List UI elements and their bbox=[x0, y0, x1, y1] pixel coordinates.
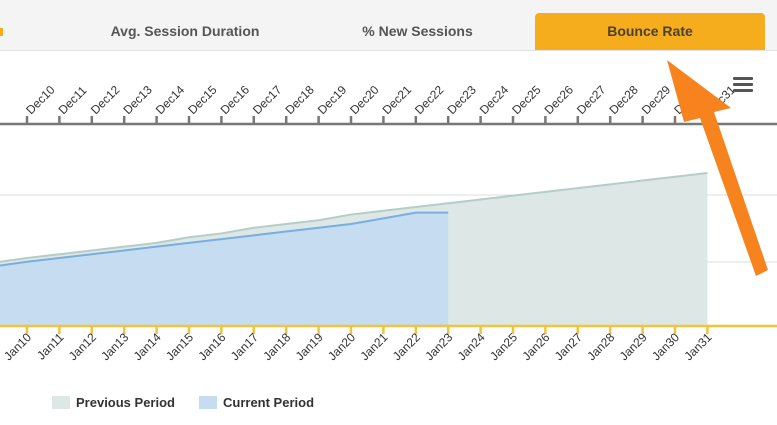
bottom-axis-tick-label: Jan31 bbox=[681, 330, 714, 363]
tab-bounce-rate[interactable]: Bounce Rate bbox=[535, 13, 765, 50]
bottom-axis-tick-label: Jan26 bbox=[519, 330, 552, 363]
legend-item-previous-period[interactable]: Previous Period bbox=[52, 393, 175, 411]
bottom-axis-tick-label: Jan24 bbox=[455, 330, 488, 363]
bottom-axis-tick-label: Jan21 bbox=[357, 330, 390, 363]
bottom-axis-tick-label: Jan27 bbox=[552, 330, 585, 363]
tab-bar: Avg. Session Duration % New Sessions Bou… bbox=[0, 0, 777, 51]
bounce-rate-chart: Dec10Dec11Dec12Dec13Dec14Dec15Dec16Dec17… bbox=[0, 82, 777, 363]
top-axis-tick-label: Dec26 bbox=[542, 82, 577, 117]
top-axis-tick-label: Dec24 bbox=[477, 82, 512, 117]
bottom-axis-tick-label: Jan15 bbox=[163, 330, 196, 363]
legend-swatch-current bbox=[199, 395, 217, 409]
top-axis-tick-label: Dec28 bbox=[606, 82, 641, 117]
top-axis-tick-label: Dec16 bbox=[218, 82, 253, 117]
top-axis-tick-label: Dec22 bbox=[412, 82, 447, 117]
tab-new-sessions[interactable]: % New Sessions bbox=[362, 23, 473, 39]
hamburger-menu-icon[interactable] bbox=[733, 77, 753, 93]
bottom-axis-tick-label: Jan10 bbox=[1, 330, 34, 363]
bottom-axis-tick-label: Jan11 bbox=[34, 330, 67, 363]
bottom-axis-tick-label: Jan14 bbox=[131, 330, 164, 363]
top-axis-tick-label: Dec29 bbox=[639, 82, 674, 117]
top-axis-tick-label: Dec14 bbox=[153, 82, 188, 117]
bottom-axis-tick-label: Jan22 bbox=[390, 330, 423, 363]
top-axis-tick-label: Dec17 bbox=[250, 82, 285, 117]
tab-avg-session-duration[interactable]: Avg. Session Duration bbox=[110, 23, 260, 39]
legend-label-previous: Previous Period bbox=[76, 394, 175, 410]
top-axis-tick-label: Dec30 bbox=[671, 82, 706, 117]
bottom-axis-tick-label: Jan17 bbox=[228, 330, 261, 363]
partial-tab-edge[interactable] bbox=[0, 28, 3, 36]
top-axis-tick-label: Dec10 bbox=[23, 82, 58, 117]
bottom-axis-tick-label: Jan13 bbox=[98, 330, 131, 363]
top-axis-tick-label: Dec15 bbox=[185, 82, 220, 117]
top-axis-tick-label: Dec11 bbox=[56, 83, 90, 117]
bottom-axis-tick-label: Jan19 bbox=[293, 330, 326, 363]
bottom-axis-tick-label: Jan28 bbox=[584, 330, 617, 363]
bottom-axis-tick-label: Jan30 bbox=[649, 330, 682, 363]
bottom-axis-tick-label: Jan12 bbox=[66, 330, 99, 363]
top-axis-tick-label: Dec23 bbox=[444, 82, 479, 117]
previous-period-line bbox=[0, 172, 708, 263]
top-axis-tick-label: Dec27 bbox=[574, 82, 609, 117]
legend-item-current-period[interactable]: Current Period bbox=[199, 393, 314, 411]
bottom-axis-tick-label: Jan23 bbox=[422, 330, 455, 363]
current-period-area bbox=[0, 212, 449, 326]
bottom-axis-tick-label: Jan25 bbox=[487, 330, 520, 363]
top-axis-tick-label: Dec12 bbox=[88, 82, 123, 117]
legend-swatch-previous bbox=[52, 395, 70, 409]
bottom-axis-tick-label: Jan29 bbox=[617, 330, 650, 363]
top-axis-tick-label: Dec19 bbox=[315, 82, 350, 117]
bottom-axis-tick-label: Jan20 bbox=[325, 330, 358, 363]
top-axis-tick-label: Dec25 bbox=[509, 82, 544, 117]
top-axis-tick-label: Dec18 bbox=[282, 82, 317, 117]
top-axis-tick-label: Dec13 bbox=[120, 82, 155, 117]
top-axis-tick-label: Dec20 bbox=[347, 82, 382, 117]
legend-label-current: Current Period bbox=[223, 394, 315, 410]
bottom-axis-tick-label: Jan16 bbox=[195, 330, 228, 363]
current-period-line bbox=[0, 211, 449, 267]
top-axis-tick-label: Dec21 bbox=[380, 82, 415, 117]
bottom-axis-tick-label: Jan18 bbox=[260, 330, 293, 363]
